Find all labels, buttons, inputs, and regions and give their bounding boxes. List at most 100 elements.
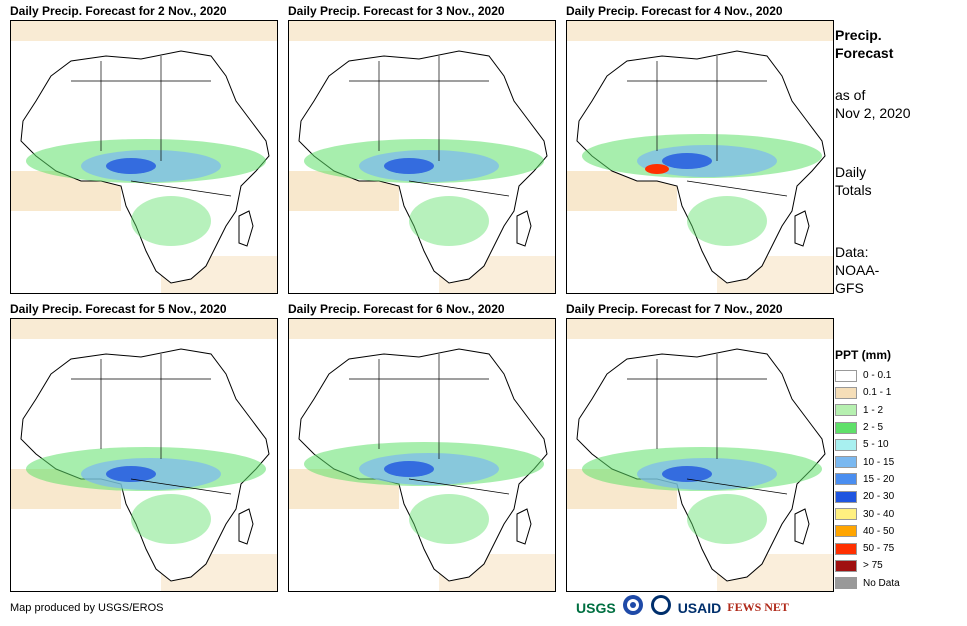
legend-swatch: [835, 404, 857, 417]
as-of-line: as of: [835, 87, 866, 103]
madagascar-outline: [794, 508, 810, 545]
legend-item: 10 - 15: [835, 453, 900, 470]
legend-label: 50 - 75: [863, 543, 895, 555]
legend-label: 15 - 20: [863, 473, 895, 485]
legend-item: > 75: [835, 557, 900, 574]
legend-label: 30 - 40: [863, 508, 895, 520]
map-panel-nov5: Daily Precip. Forecast for 5 Nov., 2020: [10, 301, 278, 592]
madagascar-outline: [238, 210, 254, 247]
map-panel-nov7: Daily Precip. Forecast for 7 Nov., 2020: [566, 301, 834, 592]
usaid-seal-icon: [650, 594, 672, 621]
precip-map: [10, 20, 278, 294]
legend-title: PPT (mm): [835, 348, 892, 362]
precip-map: [566, 318, 834, 592]
precip-band-heavy: [662, 466, 712, 482]
map-panel-nov6: Daily Precip. Forecast for 6 Nov., 2020: [288, 301, 556, 592]
precip-south: [409, 196, 489, 246]
legend-label: No Data: [863, 577, 900, 589]
country-borders: [627, 56, 788, 197]
precip-map: [288, 318, 556, 592]
legend-item: 0.1 - 1: [835, 384, 900, 401]
totals-line: Totals: [835, 182, 872, 198]
ocean-drizzle: [11, 319, 277, 339]
legend-item: 5 - 10: [835, 436, 900, 453]
precip-south: [131, 196, 211, 246]
map-svg: [289, 21, 555, 293]
map-panel-nov2: Daily Precip. Forecast for 2 Nov., 2020: [10, 3, 278, 294]
legend-item: 0 - 0.1: [835, 367, 900, 384]
fewsnet-logo: FEWS NET: [727, 600, 789, 614]
legend-label: 40 - 50: [863, 525, 895, 537]
legend-label: 10 - 15: [863, 456, 895, 468]
daily-line: Daily: [835, 164, 867, 180]
country-borders: [349, 56, 510, 197]
legend-label: 5 - 10: [863, 439, 889, 451]
legend-swatch: [835, 508, 857, 521]
ocean-drizzle: [289, 319, 555, 339]
country-borders: [71, 354, 232, 495]
precip-band-heavy: [106, 158, 156, 174]
map-panel-nov4: Daily Precip. Forecast for 4 Nov., 2020: [566, 3, 834, 294]
legend-item: No Data: [835, 575, 900, 592]
usaid-logo: USAID: [677, 599, 722, 616]
ocean-drizzle: [567, 21, 833, 41]
as-of-text: as of Nov 2, 2020: [835, 86, 911, 122]
map-svg: [567, 319, 833, 591]
legend-item: 50 - 75: [835, 540, 900, 557]
precip-south: [131, 494, 211, 544]
legend-swatch: [835, 473, 857, 486]
map-svg: [11, 319, 277, 591]
precip-band-heavy: [662, 153, 712, 169]
usgs-logo: USGS: [576, 599, 616, 616]
heading-line: Forecast: [835, 45, 894, 61]
legend-label: 20 - 30: [863, 491, 895, 503]
legend: 0 - 0.1 0.1 - 1 1 - 2 2 - 5 5 - 10 10 - 15 15 …: [835, 367, 900, 592]
legend-swatch: [835, 369, 857, 382]
as-of-date: Nov 2, 2020: [835, 105, 911, 121]
legend-item: 40 - 50: [835, 523, 900, 540]
precip-band-heavy: [106, 466, 156, 482]
legend-swatch: [835, 525, 857, 538]
country-borders: [627, 354, 788, 495]
legend-label: 2 - 5: [863, 422, 884, 434]
precip-south: [409, 494, 489, 544]
data-line: Data:: [835, 244, 869, 260]
precip-band-heavy: [384, 461, 434, 477]
precip-extreme: [645, 164, 669, 174]
panel-title: Daily Precip. Forecast for 3 Nov., 2020: [288, 4, 505, 18]
precip-map: [566, 20, 834, 294]
data-line: NOAA-: [835, 262, 880, 278]
legend-item: 1 - 2: [835, 402, 900, 419]
precip-south: [687, 494, 767, 544]
precip-map: [288, 20, 556, 294]
precip-south: [687, 196, 767, 246]
legend-label: 1 - 2: [863, 404, 884, 416]
legend-item: 2 - 5: [835, 419, 900, 436]
map-svg: [289, 319, 555, 591]
precip-map: [10, 318, 278, 592]
legend-swatch: [835, 386, 857, 399]
daily-totals-text: Daily Totals: [835, 163, 872, 199]
panel-title: Daily Precip. Forecast for 2 Nov., 2020: [10, 4, 227, 18]
panel-title: Daily Precip. Forecast for 4 Nov., 2020: [566, 4, 783, 18]
map-svg: [567, 21, 833, 293]
credit-text: Map produced by USGS/EROS: [10, 602, 164, 614]
heading-line: Precip.: [835, 27, 882, 43]
legend-swatch: [835, 577, 857, 590]
madagascar-outline: [794, 210, 810, 247]
data-source-text: Data: NOAA- GFS: [835, 243, 879, 297]
data-line: GFS: [835, 280, 864, 296]
madagascar-outline: [238, 508, 254, 545]
legend-label: 0.1 - 1: [863, 387, 892, 399]
country-borders: [349, 354, 510, 495]
panel-title: Daily Precip. Forecast for 5 Nov., 2020: [10, 302, 227, 316]
country-borders: [71, 56, 232, 197]
madagascar-outline: [516, 508, 532, 545]
legend-item: 20 - 30: [835, 488, 900, 505]
legend-swatch: [835, 421, 857, 434]
legend-swatch: [835, 559, 857, 572]
legend-label: 0 - 0.1: [863, 370, 892, 382]
legend-swatch: [835, 490, 857, 503]
panel-title: Daily Precip. Forecast for 7 Nov., 2020: [566, 302, 783, 316]
precip-band-heavy: [384, 158, 434, 174]
